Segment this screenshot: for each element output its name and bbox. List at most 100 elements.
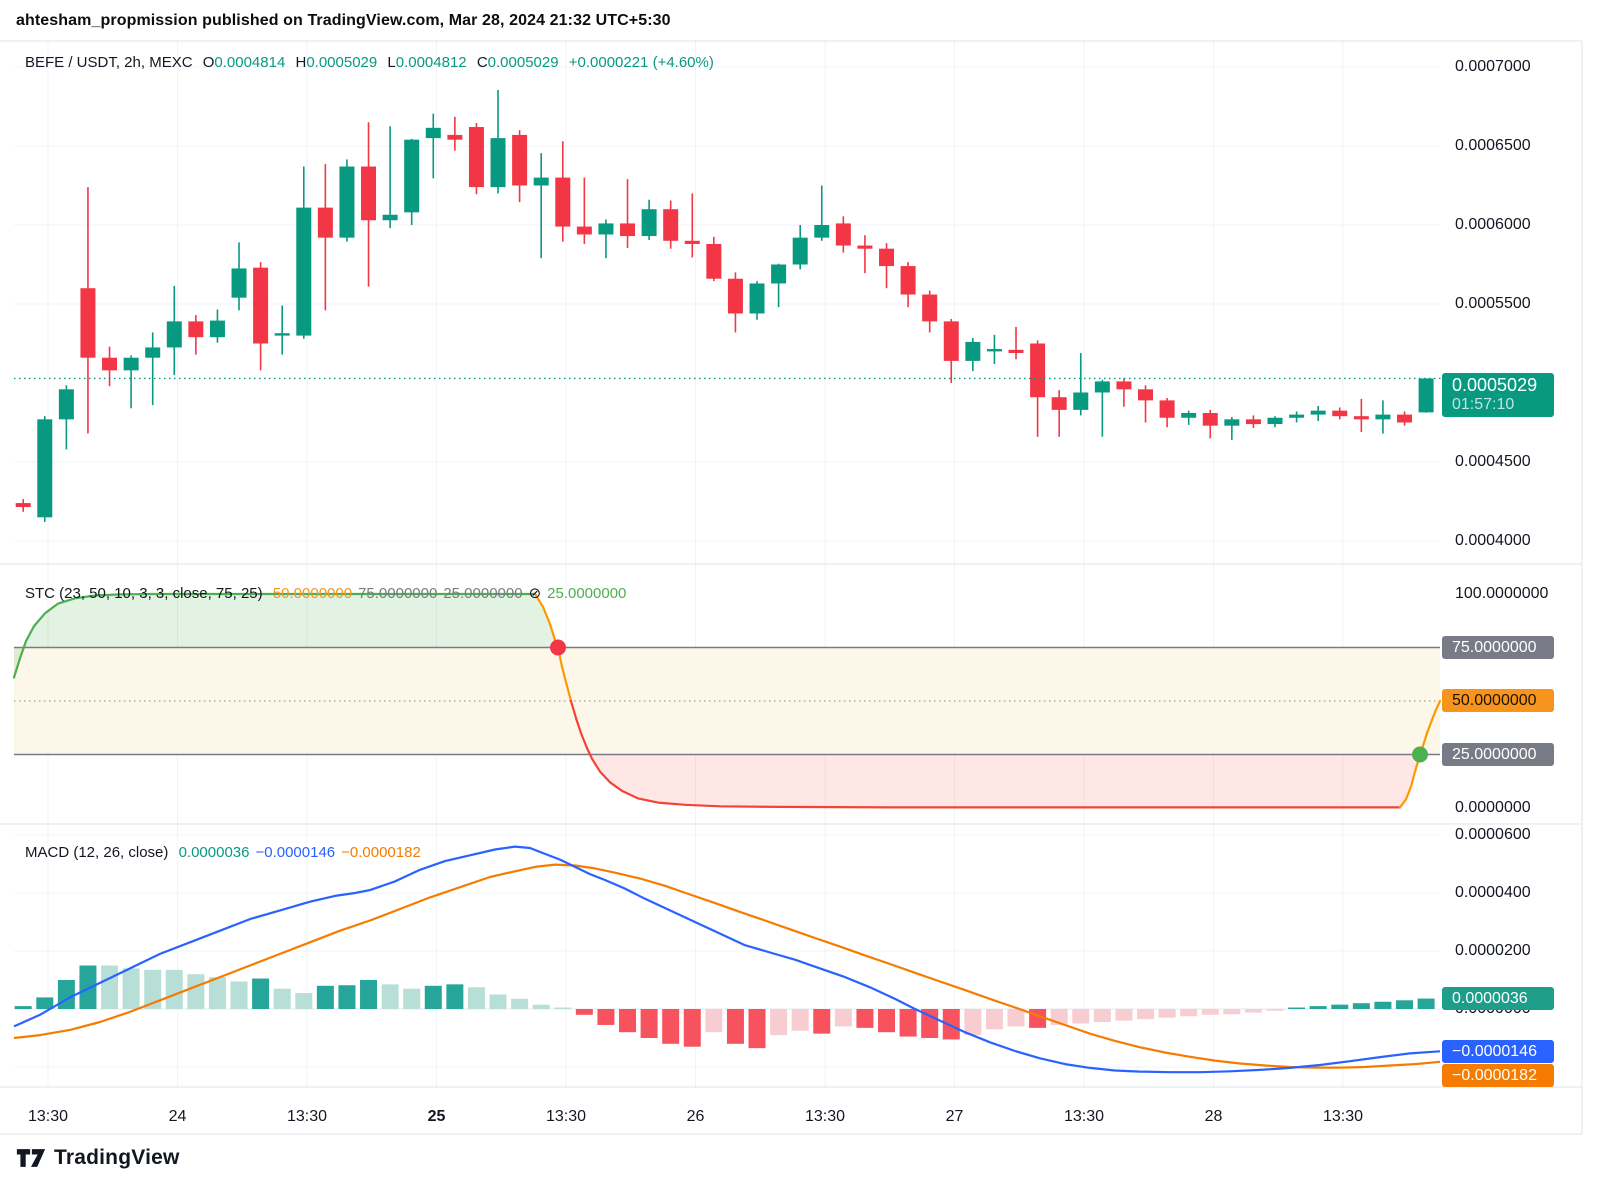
- x-tick-label: 13:30: [1063, 1108, 1105, 1125]
- macd-legend-values: 0.0000036 −0.0000146 −0.0000182: [179, 844, 427, 861]
- macd-histogram-bar: [705, 1009, 723, 1033]
- macd-histogram-bar: [79, 965, 97, 1009]
- candle: [1224, 419, 1240, 426]
- price-pane[interactable]: [14, 89, 1442, 523]
- stc-legend: STC (23, 50, 10, 3, 3, close, 75, 25) 50…: [25, 584, 638, 602]
- stc-axis-label: 0.0000000: [1455, 799, 1531, 816]
- candle: [555, 177, 571, 227]
- macd-histogram-bar: [1309, 1006, 1327, 1009]
- candle: [296, 207, 312, 336]
- candle: [598, 223, 614, 235]
- macd-histogram-bar: [619, 1009, 637, 1033]
- legend-value: −0.0000182: [341, 844, 421, 861]
- candle: [771, 264, 787, 284]
- macd-histogram-bar: [511, 998, 529, 1009]
- candle: [684, 240, 700, 244]
- candle: [1138, 389, 1154, 401]
- x-tick-label: 24: [168, 1108, 187, 1125]
- macd-histogram-bar: [295, 993, 313, 1009]
- x-tick-label: 26: [686, 1108, 705, 1125]
- close-value: 0.0005029: [487, 54, 559, 71]
- stc-title[interactable]: STC (23, 50, 10, 3, 3, close, 75, 25): [25, 585, 263, 602]
- macd-value-badge: 0.0000036: [1442, 987, 1554, 1010]
- price-axis-label: 0.0005500: [1455, 295, 1531, 312]
- candle: [512, 134, 528, 186]
- macd-histogram-bar: [899, 1009, 917, 1037]
- macd-axis-label: 0.0000400: [1455, 884, 1531, 901]
- sell-signal-dot: [550, 639, 566, 656]
- macd-histogram-bar: [575, 1009, 593, 1015]
- candle: [814, 225, 830, 238]
- candle: [80, 288, 96, 358]
- candle: [1245, 419, 1261, 425]
- candle: [1397, 414, 1413, 423]
- macd-histogram-bar: [683, 1009, 701, 1047]
- legend-value: 25.0000000: [547, 585, 627, 602]
- candle: [209, 320, 225, 338]
- macd-histogram-bar: [1115, 1009, 1133, 1021]
- candle: [1008, 349, 1024, 353]
- candle: [1030, 343, 1046, 398]
- candle: [943, 321, 959, 361]
- symbol-title[interactable]: BEFE / USDT, 2h, MEXC: [25, 54, 193, 71]
- candle: [15, 503, 31, 508]
- macd-histogram-bar: [57, 980, 75, 1009]
- tradingview-branding[interactable]: TradingView: [16, 1146, 180, 1170]
- macd-histogram-bar: [1244, 1009, 1262, 1013]
- x-tick-label: 28: [1204, 1108, 1223, 1125]
- candle: [879, 248, 895, 267]
- macd-histogram-bar: [640, 1009, 658, 1038]
- stc-line: [569, 699, 1402, 809]
- close-label: C: [476, 54, 488, 71]
- candle: [857, 245, 873, 249]
- macd-histogram-bar: [1158, 1009, 1176, 1018]
- candle: [317, 207, 333, 238]
- candle: [1289, 414, 1305, 418]
- macd-histogram-bar: [748, 1009, 766, 1049]
- candle: [468, 127, 484, 188]
- macd-histogram-bar: [316, 985, 334, 1009]
- candle: [1181, 413, 1197, 418]
- macd-histogram-bar: [101, 965, 119, 1009]
- candle: [986, 349, 1002, 352]
- macd-histogram-bar: [360, 980, 378, 1009]
- current-price-value: 0.0005029: [1452, 375, 1538, 396]
- macd-histogram-bar: [856, 1009, 874, 1028]
- price-axis-label: 0.0006000: [1455, 216, 1531, 233]
- candle: [641, 209, 657, 237]
- candle: [58, 389, 74, 420]
- panel-borders: [0, 40, 1583, 1135]
- macd-axis-label: 0.0000200: [1455, 942, 1531, 959]
- macd-histogram-bar: [230, 981, 248, 1009]
- candle: [1353, 416, 1369, 420]
- macd-histogram-bar: [1093, 1009, 1111, 1023]
- legend-value: 50.0000000: [272, 585, 353, 602]
- macd-histogram-bar: [208, 977, 226, 1009]
- candle: [900, 266, 916, 295]
- macd-histogram-bar: [381, 984, 399, 1009]
- macd-histogram-bar: [1201, 1009, 1219, 1015]
- macd-histogram-bar: [834, 1009, 852, 1027]
- candle: [1375, 414, 1391, 420]
- macd-histogram-bar: [252, 978, 270, 1009]
- candle: [145, 347, 161, 358]
- macd-histogram-bar: [1417, 998, 1435, 1009]
- x-tick-label: 13:30: [27, 1108, 69, 1125]
- price-legend: BEFE / USDT, 2h, MEXC O0.0004814 H0.0005…: [25, 54, 720, 71]
- macd-axis-label: 0.0000600: [1455, 826, 1531, 843]
- stc-pane[interactable]: [12, 592, 1442, 809]
- macd-histogram-bar: [1331, 1004, 1349, 1009]
- macd-histogram-bar: [446, 984, 464, 1009]
- macd-legend: MACD (12, 26, close) 0.0000036 −0.0000146…: [25, 844, 433, 861]
- macd-title[interactable]: MACD (12, 26, close): [25, 844, 169, 861]
- legend-value: 75.0000000: [358, 585, 438, 602]
- x-tick-label: 13:30: [286, 1108, 328, 1125]
- macd-pane[interactable]: [13, 845, 1441, 1074]
- macd-histogram-bar: [467, 987, 485, 1009]
- candle: [1332, 410, 1348, 417]
- candle: [231, 268, 247, 298]
- macd-histogram-bar: [964, 1009, 982, 1036]
- macd-histogram-bar: [1266, 1009, 1284, 1011]
- x-tick-label: 25: [427, 1108, 446, 1125]
